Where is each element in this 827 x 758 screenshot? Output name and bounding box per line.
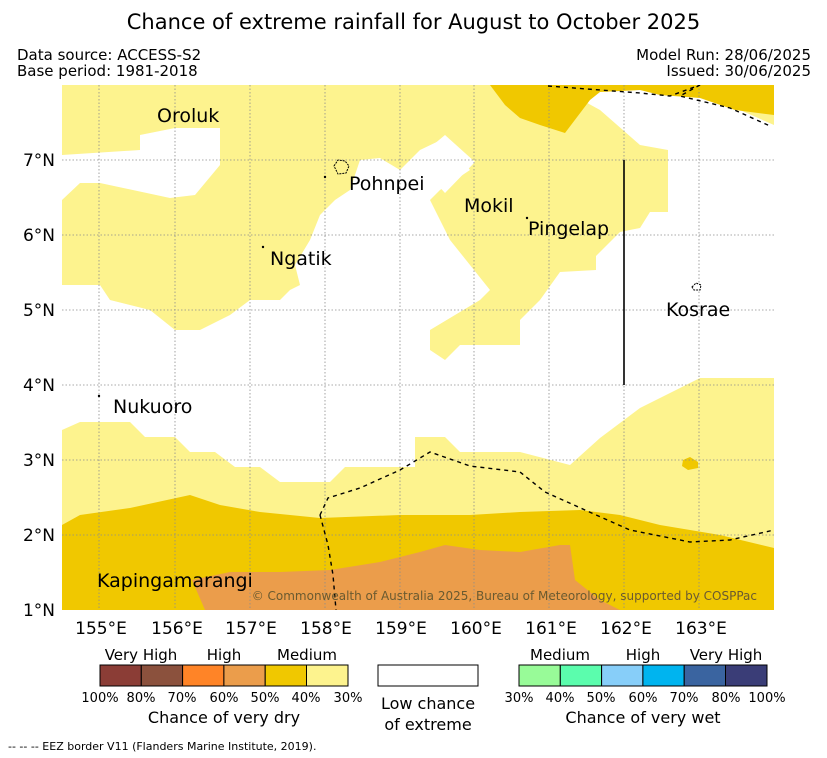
rainfall-map: Oroluk Pohnpei Mokil Pingelap Ngatik Kos… — [23, 85, 786, 734]
legend-wet-pct-100: 100% — [748, 691, 785, 706]
legend-wet-swatch-40-50 — [559, 664, 603, 687]
lon-tick-157e: 157°E — [225, 619, 277, 639]
legend-dry: Very High High Medium 100% 80% 70% 60% 5… — [81, 646, 362, 727]
legend-low-line1: Low chance — [381, 694, 475, 713]
pohnpei-island — [333, 159, 350, 175]
lat-tick-3n: 3°N — [23, 451, 55, 471]
pingelap-marker — [525, 216, 529, 220]
legend-dry-pct-30: 30% — [334, 691, 363, 706]
legend-dry-level-medium: Medium — [277, 646, 337, 664]
legend-dry-swatch-60-70 — [182, 664, 225, 687]
place-label-kapingamarangi: Kapingamarangi — [97, 570, 253, 592]
legend-dry-pct-50: 50% — [251, 691, 280, 706]
lat-tick-6n: 6°N — [23, 226, 55, 246]
legend-dry-title: Chance of very dry — [148, 708, 300, 727]
dry-medium-region-northeast — [490, 85, 774, 133]
low-chance-hole-2 — [415, 135, 475, 193]
lon-tick-159e: 159°E — [375, 619, 427, 639]
legend-wet: Medium High Very High 30% 40% 50% 60% 70… — [505, 646, 786, 727]
legend-wet-pct-80: 80% — [712, 691, 741, 706]
kosrae-island — [691, 282, 702, 291]
base-period: Base period: 1981-2018 — [17, 62, 198, 80]
legend-wet-swatch-30-40 — [518, 664, 561, 687]
ant-atoll-marker — [323, 175, 327, 179]
legend-wet-swatch-50-60 — [601, 664, 644, 687]
lon-tick-160e: 160°E — [450, 619, 502, 639]
legend-wet-swatch-60-70 — [642, 664, 685, 687]
legend-wet-level-high: High — [626, 646, 660, 664]
ngatik-marker — [261, 245, 265, 249]
legend-wet-swatch-80-100 — [725, 664, 768, 687]
legend-dry-pct-60: 60% — [210, 691, 239, 706]
place-label-oroluk: Oroluk — [157, 105, 219, 127]
legend-wet-level-medium: Medium — [530, 646, 590, 664]
lon-tick-161e: 161°E — [525, 619, 577, 639]
legend-wet-pct-30: 30% — [505, 691, 534, 706]
lat-tick-2n: 2°N — [23, 526, 55, 546]
place-label-pingelap: Pingelap — [528, 218, 609, 240]
legend-dry-level-high: High — [207, 646, 241, 664]
copyright-text: © Commonwealth of Australia 2025, Bureau… — [252, 589, 757, 603]
legend-dry-pct-40: 40% — [292, 691, 321, 706]
low-chance-hole-3 — [300, 255, 470, 300]
map-title: Chance of extreme rainfall for August to… — [126, 10, 701, 34]
legend-low: Low chance of extreme — [377, 664, 479, 734]
legend-wet-pct-60: 60% — [629, 691, 658, 706]
eez-footnote: -- -- -- EEZ border V11 (Flanders Marine… — [8, 740, 317, 753]
legend-dry-swatch-40-50 — [264, 664, 308, 687]
eez-border — [319, 85, 774, 610]
lat-tick-4n: 4°N — [23, 376, 55, 396]
legend-dry-pct-70: 70% — [168, 691, 197, 706]
place-label-kosrae: Kosrae — [666, 299, 730, 321]
lon-tick-163e: 163°E — [675, 619, 727, 639]
legend-dry-pct-80: 80% — [127, 691, 156, 706]
lon-tick-155e: 155°E — [75, 619, 127, 639]
dry-high-region-south — [192, 545, 620, 610]
legend-dry-pct-100: 100% — [81, 691, 118, 706]
legend-dry-swatch-50-60 — [223, 664, 266, 687]
issued-date: Issued: 30/06/2025 — [666, 62, 811, 80]
model-run: Model Run: 28/06/2025 — [636, 46, 811, 64]
nukuoro-marker — [97, 394, 101, 398]
legend-wet-pct-70: 70% — [670, 691, 699, 706]
lon-tick-158e: 158°E — [300, 619, 352, 639]
map-plot-area — [62, 85, 774, 610]
legend-low-line2: of extreme — [384, 715, 471, 734]
lat-tick-7n: 7°N — [23, 151, 55, 171]
place-label-pohnpei: Pohnpei — [349, 173, 425, 195]
lon-tick-156e: 156°E — [151, 619, 203, 639]
lon-tick-162e: 162°E — [600, 619, 652, 639]
legend-wet-level-very-high: Very High — [690, 646, 763, 664]
place-label-mokil: Mokil — [464, 195, 514, 217]
legend-dry-swatch-80-100 — [99, 664, 142, 687]
legend-wet-pct-50: 50% — [587, 691, 616, 706]
legend-dry-swatch-70-80 — [140, 664, 184, 687]
data-source: Data source: ACCESS-S2 — [17, 46, 202, 64]
legend-dry-level-very-high: Very High — [105, 646, 178, 664]
legend-wet-swatch-70-80 — [683, 664, 727, 687]
place-label-ngatik: Ngatik — [270, 248, 332, 270]
lat-tick-5n: 5°N — [23, 301, 55, 321]
map-gridlines — [62, 85, 774, 610]
legend-wet-title: Chance of very wet — [565, 708, 720, 727]
lat-tick-1n: 1°N — [23, 601, 55, 621]
low-chance-hole-1 — [62, 128, 220, 200]
legend-wet-pct-40: 40% — [546, 691, 575, 706]
legend-low-swatch — [377, 664, 479, 687]
place-label-nukuoro: Nukuoro — [113, 396, 192, 418]
legend-dry-swatch-30-40 — [306, 664, 349, 687]
dry-medium-region-north — [62, 85, 774, 360]
